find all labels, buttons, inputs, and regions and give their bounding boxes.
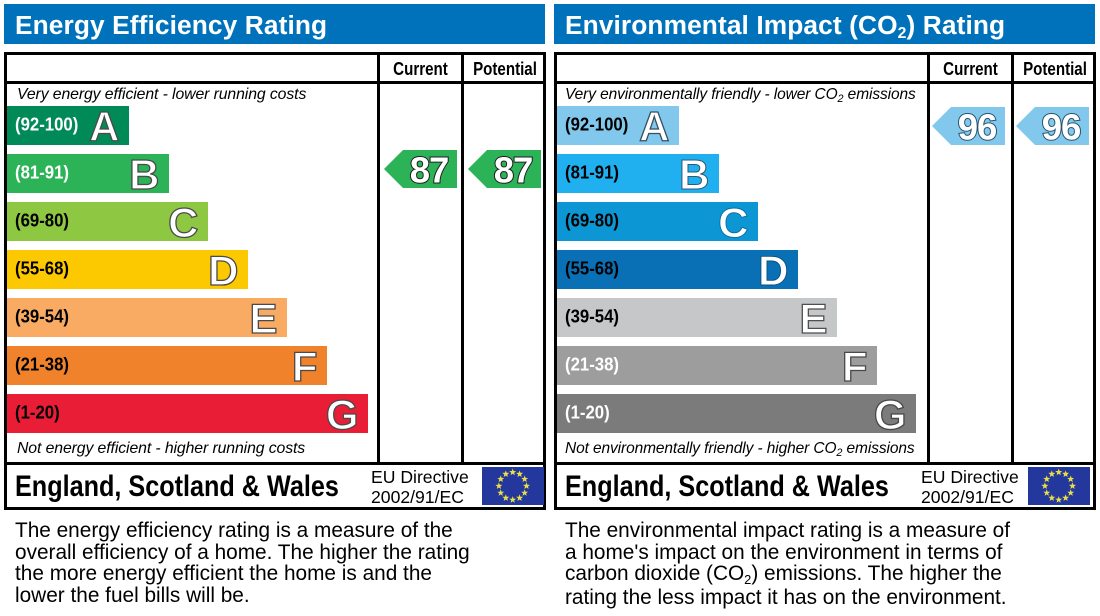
svg-text:96: 96	[958, 107, 997, 145]
svg-text:87: 87	[410, 150, 449, 188]
svg-text:87: 87	[493, 150, 532, 188]
svg-text:96: 96	[1041, 107, 1080, 145]
